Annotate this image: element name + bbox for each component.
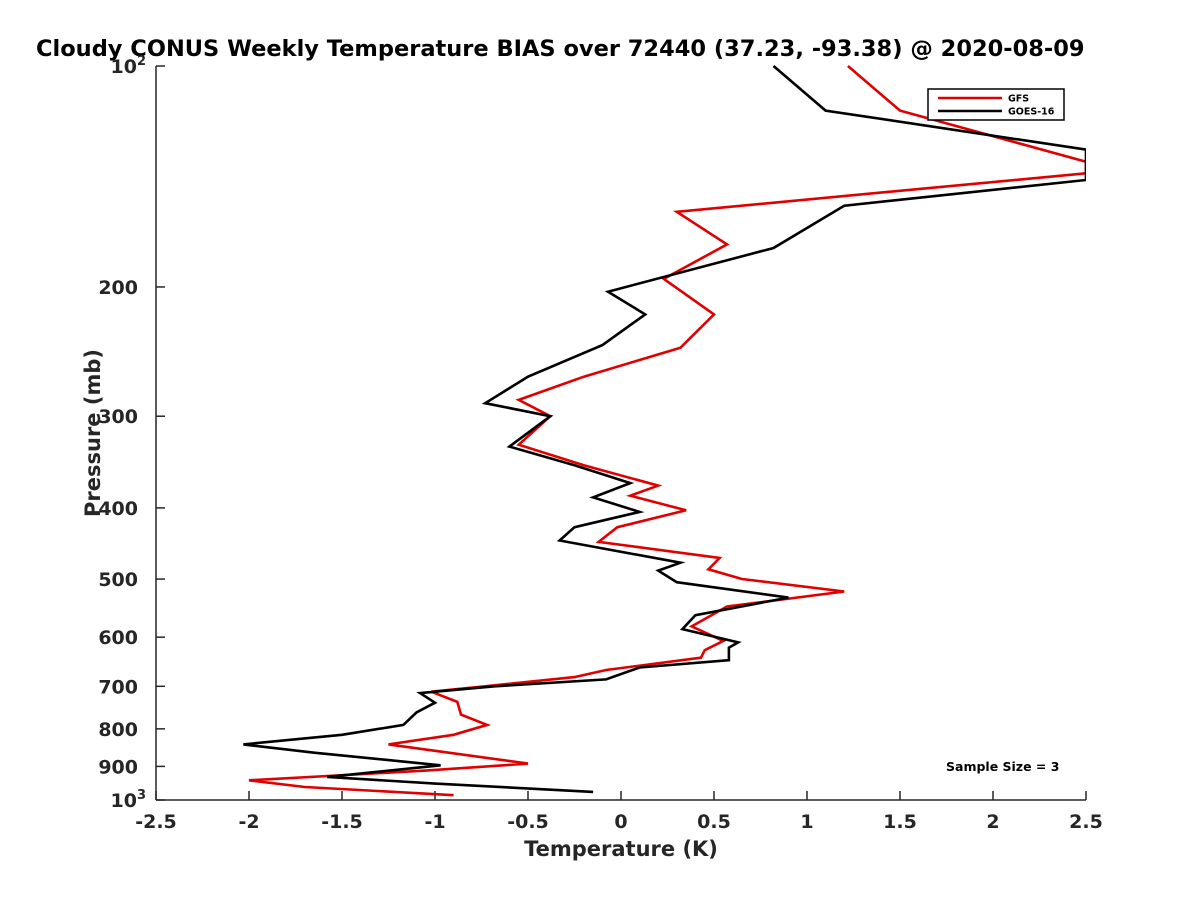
legend-label-gfs: GFS — [1008, 94, 1029, 105]
y-tick-label: 102 — [111, 54, 147, 78]
series-layer — [243, 65, 1086, 797]
x-tick-label: 1 — [800, 811, 813, 833]
series-line-goes16 — [243, 65, 1086, 794]
sample-size-annotation: Sample Size = 3 — [946, 759, 1059, 774]
y-tick-label: 600 — [98, 627, 138, 649]
axes: -2.5 -2 -1.5 -1 -0.5 0 0.5 1 1.5 2 2.5 10220030040… — [98, 54, 1103, 833]
series-line-gfs — [248, 65, 1086, 797]
legend-box — [927, 88, 1065, 121]
x-tick-label: -2 — [238, 811, 259, 833]
x-tick-label: -0.5 — [507, 811, 549, 833]
y-tick-label-exponent: 3 — [137, 788, 146, 803]
x-tick-label: 0 — [614, 811, 627, 833]
x-tick-label: -1 — [424, 811, 445, 833]
y-tick-label-exponent: 2 — [137, 54, 146, 69]
y-tick-label: 300 — [98, 406, 138, 428]
y-tick-label: 800 — [98, 719, 138, 741]
y-tick-label: 103 — [111, 788, 147, 812]
x-axis-label: Temperature (K) — [524, 837, 718, 861]
y-tick-label: 400 — [98, 498, 138, 520]
y-tick-label: 900 — [98, 756, 138, 778]
x-tick-label: 1.5 — [883, 811, 917, 833]
legend: GFS GOES-16 — [927, 88, 1065, 121]
y-tick-label: 700 — [98, 676, 138, 698]
x-tick-label: -1.5 — [321, 811, 363, 833]
legend-label-goes16: GOES-16 — [1008, 107, 1055, 118]
x-tick-label: -2.5 — [135, 811, 177, 833]
x-tick-label: 0.5 — [697, 811, 731, 833]
x-tick-label: 2.5 — [1069, 811, 1103, 833]
y-axis-label: Pressure (mb) — [81, 349, 105, 517]
y-tick-label: 200 — [98, 277, 138, 299]
y-tick-label: 500 — [98, 569, 138, 591]
y-tick-label-base: 10 — [111, 56, 137, 78]
chart-title: Cloudy CONUS Weekly Temperature BIAS ove… — [36, 36, 1085, 62]
y-tick-label-base: 10 — [111, 790, 137, 812]
x-ticks: -2.5 -2 -1.5 -1 -0.5 0 0.5 1 1.5 2 2.5 — [135, 791, 1103, 833]
x-tick-label: 2 — [986, 811, 999, 833]
